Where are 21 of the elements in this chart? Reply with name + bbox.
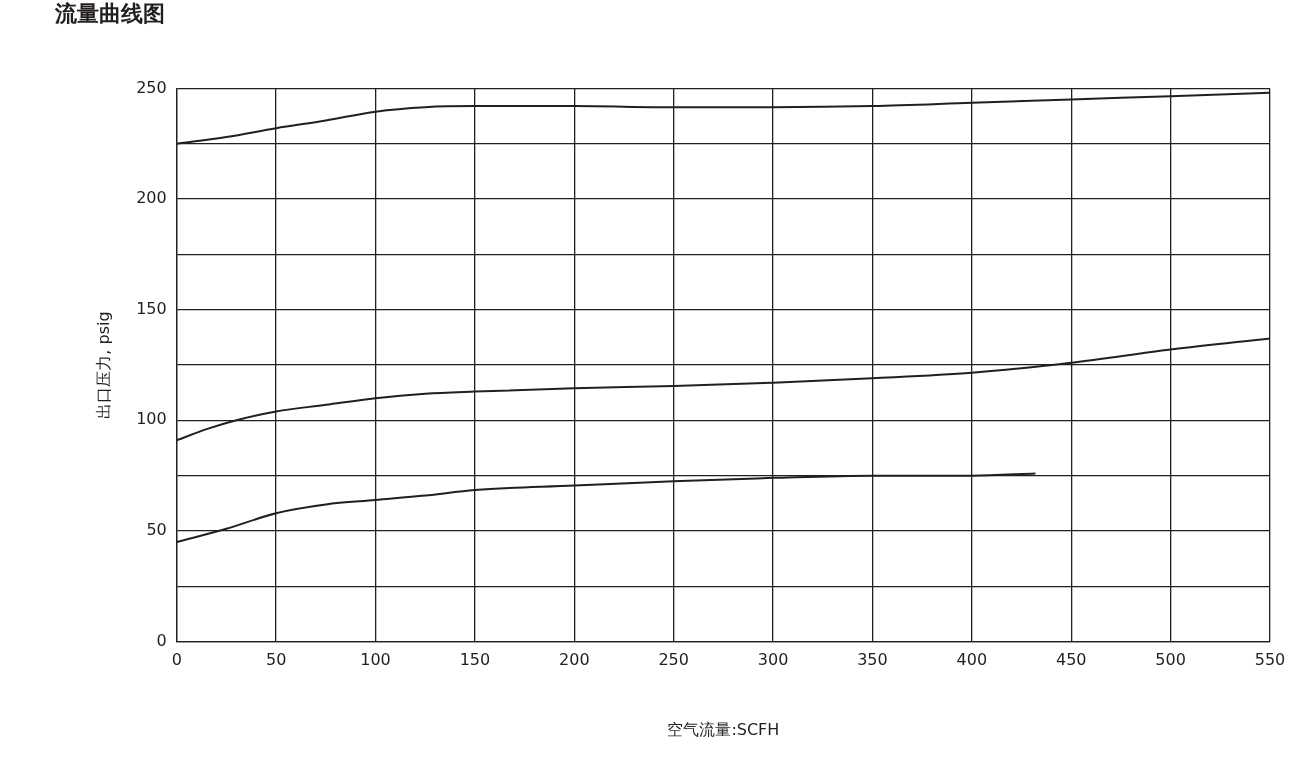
y-tick-label: 50 — [146, 520, 167, 540]
chart-title: 流量曲线图 — [54, 0, 165, 26]
y-tick-label: 0 — [156, 630, 167, 650]
y-axis-title: 出口压力, psig — [93, 311, 113, 419]
y-tick-label: 200 — [136, 188, 167, 208]
x-tick-label: 500 — [1155, 650, 1186, 670]
x-tick-label: 250 — [658, 650, 689, 670]
y-tick-label: 100 — [136, 409, 167, 429]
y-tick-label: 150 — [136, 298, 167, 318]
x-tick-label: 350 — [857, 650, 888, 670]
x-tick-label: 200 — [559, 650, 590, 670]
x-axis-title: 空气流量:SCFH — [667, 719, 780, 739]
x-tick-label: 100 — [360, 650, 391, 670]
y-tick-label: 250 — [136, 77, 167, 97]
x-tick-label: 400 — [956, 650, 988, 670]
x-tick-label: 300 — [757, 650, 789, 670]
x-tick-label: 50 — [265, 650, 287, 670]
x-tick-label: 0 — [171, 650, 182, 670]
x-tick-label: 550 — [1254, 650, 1286, 670]
x-tick-label: 150 — [459, 650, 491, 670]
x-tick-label: 450 — [1055, 650, 1087, 670]
